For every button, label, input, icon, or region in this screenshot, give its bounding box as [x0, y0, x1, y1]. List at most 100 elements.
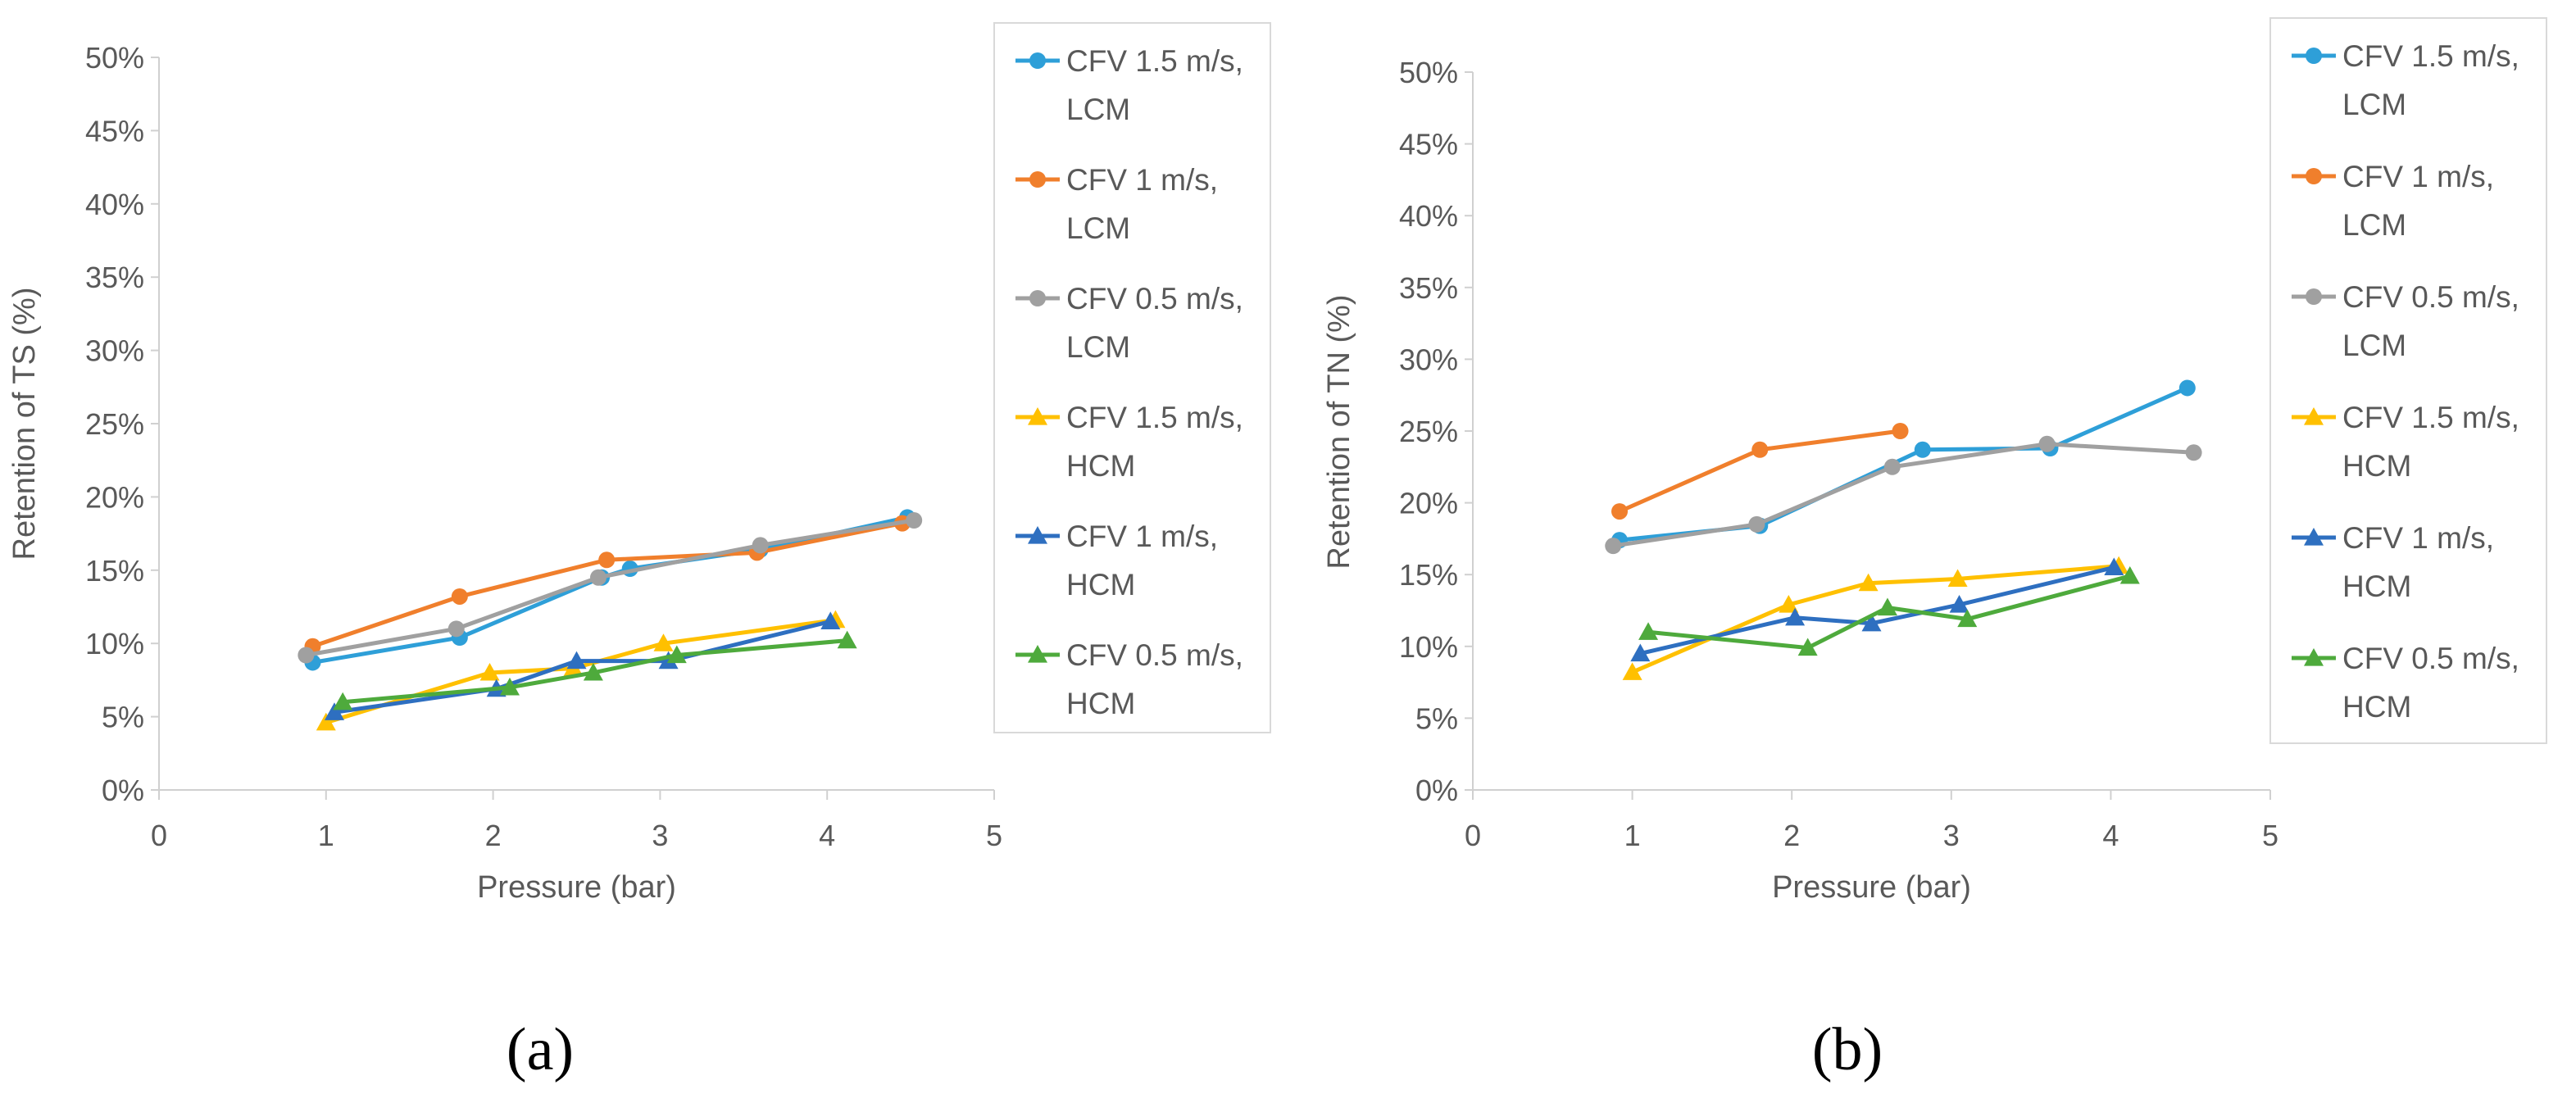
x-tick-label: 3 — [1943, 819, 1960, 852]
legend-item: CFV 1 m/s, LCM — [2292, 160, 2494, 242]
data-point — [583, 662, 603, 681]
data-point — [1877, 597, 1897, 616]
x-tick-label: 1 — [1624, 819, 1641, 852]
data-point — [1797, 638, 1818, 656]
x-axis-label: Pressure (bar) — [477, 870, 676, 905]
data-point — [448, 620, 465, 638]
legend-label: CFV 1.5 m/s, — [1066, 401, 1243, 434]
data-point — [1751, 441, 1769, 458]
legend-label: HCM — [1066, 449, 1135, 483]
legend-label: CFV 0.5 m/s, — [1066, 638, 1243, 672]
series-3 — [1605, 435, 2202, 555]
series-line — [311, 521, 903, 649]
legend-swatch-marker — [1028, 526, 1047, 544]
data-point — [1949, 594, 1969, 613]
x-tick-label: 4 — [2102, 819, 2119, 852]
y-tick-label: 15% — [1399, 558, 1458, 592]
data-point — [1785, 607, 1806, 626]
y-tick-label: 15% — [85, 554, 144, 588]
data-point — [1638, 622, 1659, 640]
legend-item: CFV 1 m/s, HCM — [1015, 520, 1218, 601]
y-tick-label: 30% — [1399, 343, 1458, 376]
x-tick-label: 0 — [1465, 819, 1481, 852]
series-3 — [298, 512, 923, 664]
series-line — [325, 618, 836, 725]
data-point — [1883, 458, 1901, 475]
y-tick-label: 5% — [102, 701, 144, 734]
series-5 — [1630, 557, 2124, 662]
legend-swatch-marker — [2306, 168, 2322, 184]
x-tick-label: 5 — [986, 819, 1002, 852]
chart-1: 0% 5% 10% 15% 20% 25% 30% 35% 40% 45% 50% 0 1 2 3 4 5 Pre… — [7, 22, 1271, 1083]
legend-swatch-marker — [2304, 407, 2324, 425]
data-point — [820, 611, 841, 629]
data-point — [752, 537, 769, 554]
series-5 — [324, 611, 841, 720]
legend-swatch-marker — [2304, 528, 2324, 546]
data-point — [2038, 435, 2056, 452]
y-tick-label: 20% — [85, 480, 144, 514]
data-point — [2185, 444, 2202, 461]
y-tick-label: 20% — [1399, 487, 1458, 520]
legend-label: CFV 1 m/s, — [1066, 163, 1218, 197]
y-tick-label: 40% — [1399, 199, 1458, 233]
legend-item: CFV 1.5 m/s, LCM — [1015, 44, 1243, 126]
x-tick-label: 1 — [318, 819, 334, 852]
legend-swatch-marker — [1029, 290, 1046, 306]
legend-item: CFV 1 m/s, LCM — [1015, 163, 1218, 245]
y-tick-label: 10% — [1399, 630, 1458, 664]
data-point — [1630, 643, 1651, 662]
legend-swatch-marker — [2306, 288, 2322, 305]
y-tick-label: 10% — [85, 627, 144, 660]
legend-label: CFV 1.5 m/s, — [2342, 401, 2519, 434]
y-tick-label: 0% — [102, 774, 144, 807]
legend-label: LCM — [2342, 208, 2406, 242]
data-point — [479, 662, 500, 681]
data-point — [2119, 565, 2140, 584]
legend-label: LCM — [1066, 330, 1130, 364]
data-point — [906, 512, 923, 529]
data-point — [316, 712, 336, 731]
legend-item: CFV 0.5 m/s, LCM — [1015, 282, 1243, 364]
data-point — [298, 647, 315, 664]
legend-item: CFV 1.5 m/s, HCM — [1015, 401, 1243, 483]
data-point — [1611, 503, 1629, 520]
x-tick-label: 2 — [485, 819, 502, 852]
data-point — [1779, 594, 1799, 613]
x-tick-label: 4 — [819, 819, 835, 852]
legend-swatch-marker — [2304, 648, 2324, 666]
legend-item: CFV 1.5 m/s, LCM — [2292, 39, 2519, 121]
y-tick-label: 45% — [85, 114, 144, 148]
data-point — [1892, 423, 1909, 439]
x-tick-label: 0 — [151, 819, 167, 852]
series-line — [1639, 565, 2115, 656]
data-point — [1861, 613, 1882, 632]
y-tick-label: 35% — [1399, 271, 1458, 305]
legend-item: CFV 1 m/s, HCM — [2292, 521, 2494, 603]
x-tick-label: 5 — [2262, 819, 2278, 852]
data-point — [2178, 379, 2196, 397]
legend-box — [2269, 17, 2547, 744]
data-point — [1858, 573, 1879, 592]
legend-swatch-marker — [1028, 645, 1047, 663]
data-point — [499, 677, 520, 696]
chart-2: 0% 5% 10% 15% 20% 25% 30% 35% 40% 45% 50% 0 1 2 3 4 5 Pre… — [1322, 17, 2547, 1083]
y-tick-label: 50% — [1399, 56, 1458, 89]
x-axis-label: Pressure (bar) — [1772, 870, 1971, 905]
legend-label: LCM — [1066, 211, 1130, 245]
series-4 — [1622, 556, 2129, 680]
legend-label: LCM — [2342, 88, 2406, 121]
data-point — [658, 651, 679, 669]
panel-label: (b) — [1812, 1016, 1883, 1083]
y-tick-label: 40% — [85, 188, 144, 221]
x-tick-label: 3 — [652, 819, 668, 852]
panel-label: (a) — [507, 1016, 574, 1083]
legend-label: CFV 0.5 m/s, — [2342, 280, 2519, 314]
legend-item: CFV 0.5 m/s, HCM — [2292, 642, 2519, 724]
y-tick-label: 0% — [1415, 774, 1458, 807]
legend-label: LCM — [1066, 93, 1130, 126]
legend-swatch-marker — [1029, 171, 1046, 188]
legend-label: CFV 1.5 m/s, — [1066, 44, 1243, 78]
